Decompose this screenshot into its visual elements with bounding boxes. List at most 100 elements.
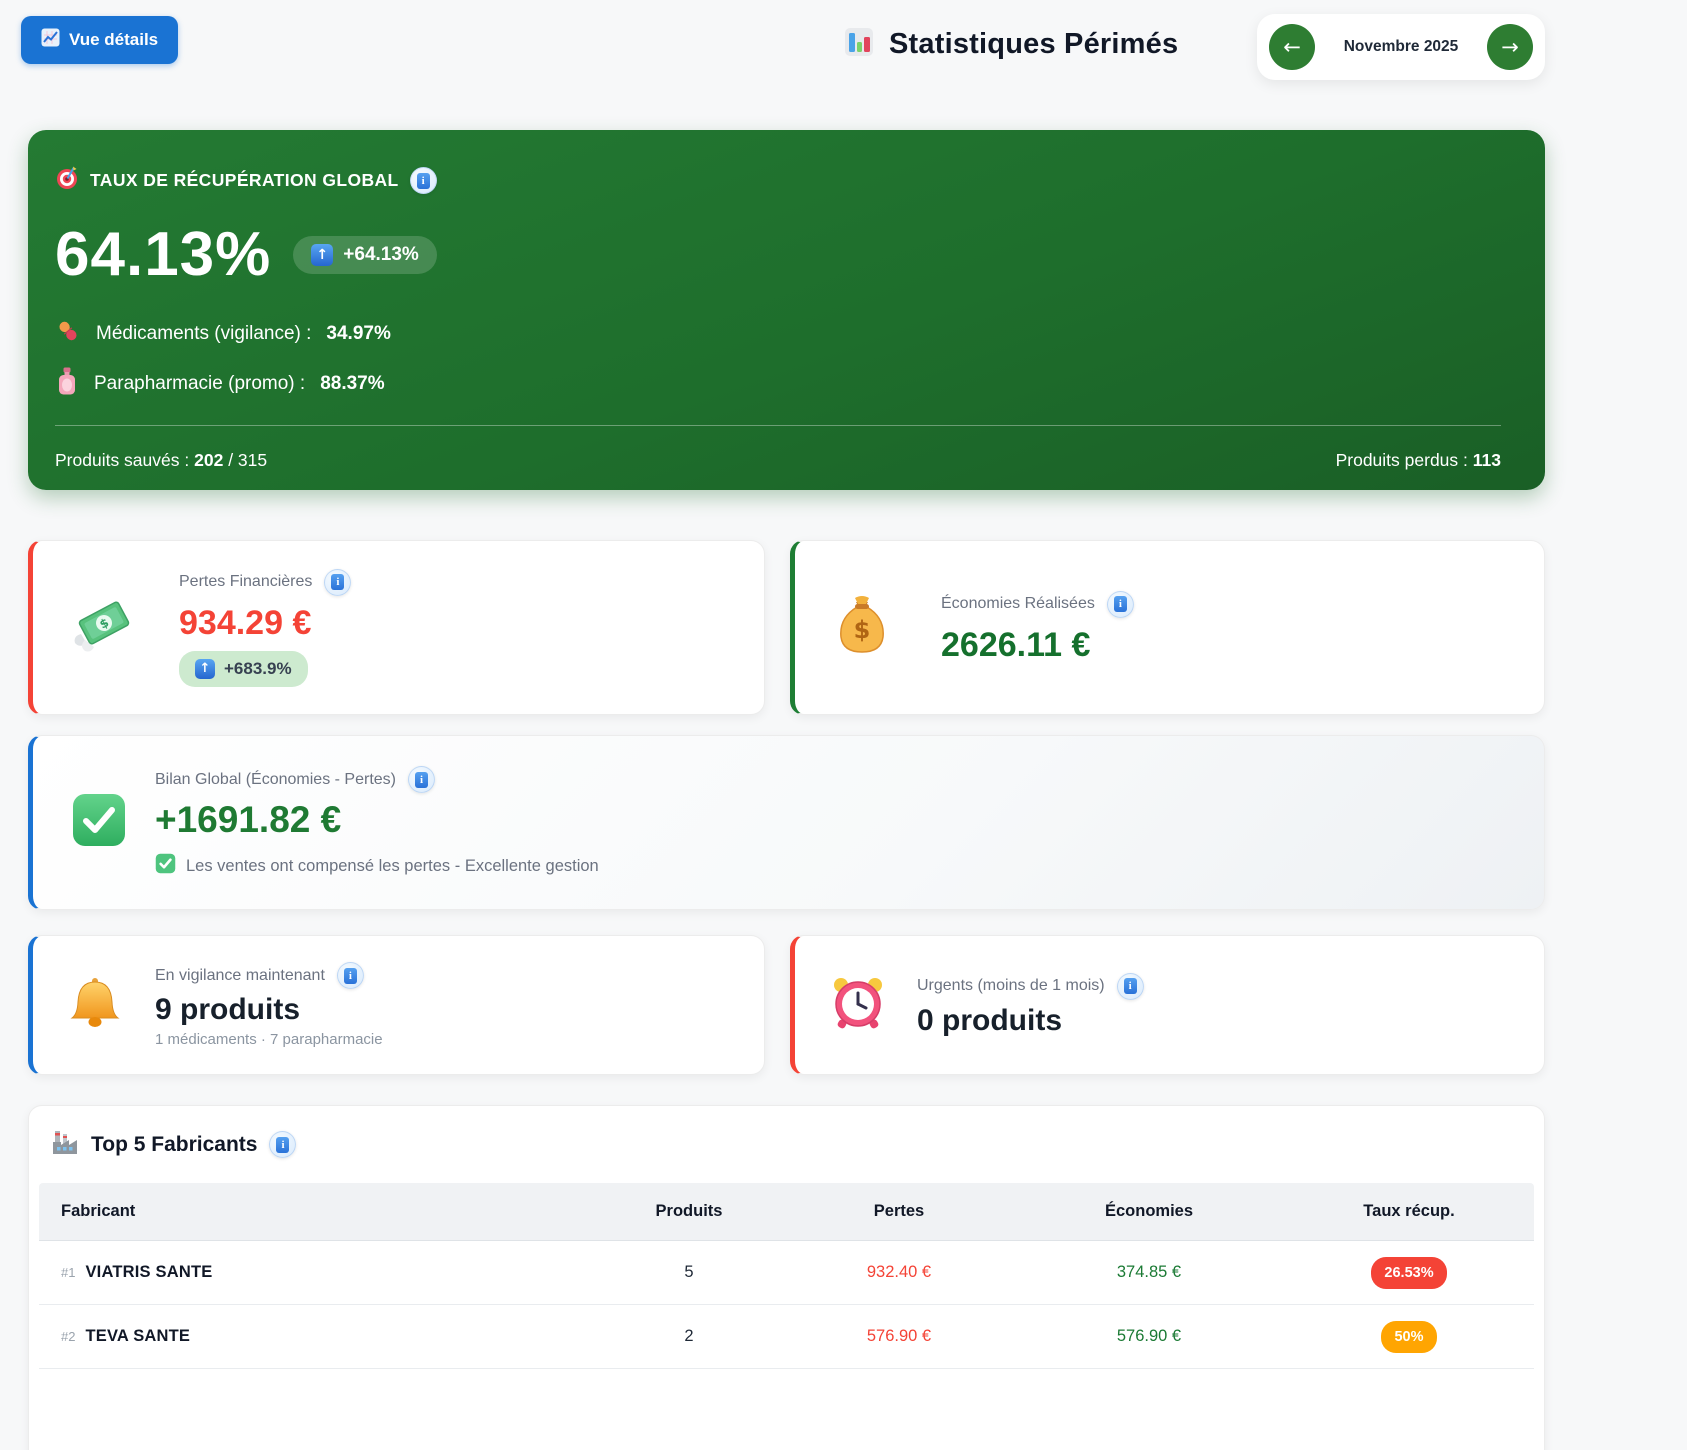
info-icon[interactable]: i xyxy=(409,167,437,194)
header-taux-recup: Taux récup. xyxy=(1363,1202,1455,1220)
products-saved-label: Produits sauvés : xyxy=(55,450,190,470)
chart-increasing-icon xyxy=(41,28,60,52)
info-glyph: i xyxy=(1113,596,1127,612)
target-icon xyxy=(55,166,79,195)
manufacturer-products: 2 xyxy=(684,1327,694,1345)
table-header-row: Fabricant Produits Pertes Économies Taux… xyxy=(39,1183,1534,1241)
losses-label: Pertes Financières xyxy=(179,573,313,590)
info-glyph: i xyxy=(343,967,357,984)
products-lost-value: 113 xyxy=(1472,450,1501,470)
parapharmacy-rate-label: Parapharmacie (promo) : xyxy=(94,373,306,394)
info-icon[interactable]: i xyxy=(336,962,364,989)
products-lost-label: Produits perdus : xyxy=(1335,450,1468,470)
urgent-label: Urgents (moins de 1 mois) xyxy=(917,977,1105,994)
manufacturer-savings: 576.90 € xyxy=(1116,1327,1182,1345)
balance-value: +1691.82 € xyxy=(155,799,342,840)
recovery-rate-label: TAUX DE RÉCUPÉRATION GLOBAL xyxy=(90,170,399,190)
current-month-label: Novembre 2025 xyxy=(1343,38,1459,55)
balance-label: Bilan Global (Économies - Pertes) xyxy=(155,770,396,788)
manufacturer-losses: 576.90 € xyxy=(866,1327,932,1345)
manufacturer-rank: #2 xyxy=(61,1329,76,1344)
manufacturer-losses: 932.40 € xyxy=(866,1263,932,1281)
details-view-button[interactable]: Vue détails xyxy=(21,16,179,64)
medications-rate-row: Médicaments (vigilance) : 34.97% xyxy=(55,318,1501,350)
financial-losses-card: $ Pertes Financières i 934.29 € ↑ +683.9… xyxy=(28,540,765,715)
page-title: Statistiques Périmés xyxy=(843,26,1178,63)
products-saved-total: / 315 xyxy=(228,450,268,470)
manufacturer-name: #2 TEVA SANTE xyxy=(39,1327,594,1346)
bar-chart-icon xyxy=(843,26,875,63)
next-month-button[interactable]: → xyxy=(1487,24,1533,70)
products-saved-value: 202 xyxy=(194,450,224,470)
global-balance-card: Bilan Global (Économies - Pertes) i +169… xyxy=(28,735,1545,910)
manufacturer-name: #1 VIATRIS SANTE xyxy=(39,1263,594,1282)
manufacturers-table: Fabricant Produits Pertes Économies Taux… xyxy=(39,1183,1534,1369)
svg-text:$: $ xyxy=(854,616,871,644)
top-bar: Vue détails Statistiques Périmés ← Novem… xyxy=(21,14,1545,80)
manufacturer-row: #2 TEVA SANTE 2 576.90 € 576.90 € 50% xyxy=(39,1305,1534,1369)
month-navigator: ← Novembre 2025 → xyxy=(1257,14,1545,80)
savings-card: $ Économies Réalisées i 2626.11 € xyxy=(790,540,1545,715)
hero-divider xyxy=(55,425,1501,426)
manufacturer-row: #1 VIATRIS SANTE 5 932.40 € 374.85 € 26.53% xyxy=(39,1241,1534,1305)
header-economies: Économies xyxy=(1104,1202,1194,1220)
up-arrow-icon: ↑ xyxy=(195,658,215,679)
alarm-clock-icon xyxy=(829,974,887,1037)
money-bag-icon: $ xyxy=(833,594,891,661)
balance-note-text: Les ventes ont compensé les pertes - Exc… xyxy=(186,856,599,875)
losses-delta-value: +683.9% xyxy=(224,658,292,678)
parapharmacy-rate-value: 88.37% xyxy=(320,373,385,394)
vigilance-breakdown: 1 médicaments · 7 parapharmacie xyxy=(155,1031,383,1048)
money-with-wings-icon: $ xyxy=(71,596,137,659)
info-glyph: i xyxy=(276,1136,290,1153)
losses-delta-badge: ↑ +683.9% xyxy=(179,650,308,687)
manufacturer-name-text: VIATRIS SANTE xyxy=(85,1263,213,1281)
info-icon[interactable]: i xyxy=(1116,972,1144,1000)
header-fabricant: Fabricant xyxy=(61,1202,136,1220)
info-glyph: i xyxy=(414,771,428,788)
medications-rate-label: Médicaments (vigilance) : xyxy=(96,323,312,344)
vigilance-count: 9 produits xyxy=(155,993,301,1026)
savings-value: 2626.11 € xyxy=(941,625,1091,664)
balance-note: Les ventes ont compensé les pertes - Exc… xyxy=(155,853,599,879)
page-title-text: Statistiques Périmés xyxy=(889,28,1179,60)
info-icon[interactable]: i xyxy=(324,568,352,596)
manufacturers-title: Top 5 Fabricants xyxy=(91,1132,258,1156)
recovery-rate-badge: 26.53% xyxy=(1371,1256,1447,1289)
lotion-icon xyxy=(55,367,79,401)
manufacturer-rate: 26.53% xyxy=(1284,1256,1534,1289)
savings-label: Économies Réalisées xyxy=(941,595,1095,612)
factory-icon xyxy=(51,1128,79,1161)
recovery-rate-badge: 50% xyxy=(1381,1320,1437,1353)
urgent-count: 0 produits xyxy=(917,1003,1063,1037)
recovery-delta-badge: ↑ +64.13% xyxy=(293,235,437,274)
info-glyph: i xyxy=(416,172,430,189)
pill-icon xyxy=(55,318,81,350)
info-icon[interactable]: i xyxy=(1106,590,1134,618)
manufacturer-rate: 50% xyxy=(1284,1320,1534,1353)
table-body: #1 VIATRIS SANTE 5 932.40 € 374.85 € 26.53% #2… xyxy=(39,1241,1534,1369)
info-icon[interactable]: i xyxy=(269,1131,297,1158)
vigilance-label: En vigilance maintenant xyxy=(155,966,325,984)
check-mark-icon xyxy=(155,853,176,879)
losses-value: 934.29 € xyxy=(179,603,312,642)
manufacturer-rank: #1 xyxy=(61,1265,76,1280)
manufacturer-name-text: TEVA SANTE xyxy=(85,1327,191,1345)
parapharmacy-rate-row: Parapharmacie (promo) : 88.37% xyxy=(55,367,1501,401)
recovery-rate-value: 64.13% xyxy=(55,220,272,289)
recovery-delta-value: +64.13% xyxy=(343,243,419,265)
check-mark-icon xyxy=(71,792,127,853)
urgent-card: Urgents (moins de 1 mois) i 0 produits xyxy=(790,935,1545,1075)
info-icon[interactable]: i xyxy=(407,766,435,793)
medications-rate-value: 34.97% xyxy=(326,323,391,344)
info-glyph: i xyxy=(331,574,345,590)
manufacturer-savings: 374.85 € xyxy=(1116,1263,1182,1281)
header-produits: Produits xyxy=(655,1202,723,1220)
bell-icon xyxy=(67,974,123,1037)
up-arrow-icon: ↑ xyxy=(311,243,334,266)
header-pertes: Pertes xyxy=(873,1202,925,1220)
products-lost: Produits perdus : 113 xyxy=(1336,450,1501,471)
previous-month-button[interactable]: ← xyxy=(1269,24,1315,70)
top-manufacturers-card: Top 5 Fabricants i Fabricant Produits Pe… xyxy=(28,1105,1545,1450)
vigilance-card: En vigilance maintenant i 9 produits 1 m… xyxy=(28,935,765,1075)
